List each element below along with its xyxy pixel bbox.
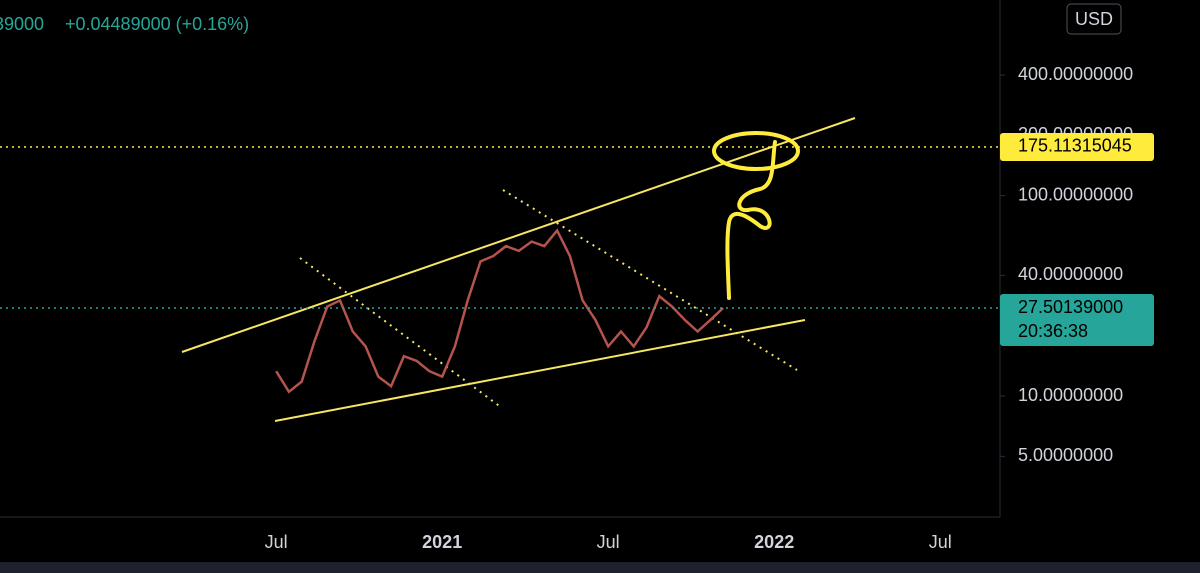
y-tick-label: 400.00000000 [1018, 64, 1133, 84]
dotted-trendline [502, 189, 798, 371]
x-tick-label: 2021 [422, 532, 462, 552]
bottom-bar [0, 562, 1200, 573]
countdown: 20:36:38 [1018, 321, 1088, 341]
currency[interactable]: USD [1075, 9, 1113, 29]
price-label-box [1000, 132, 1154, 161]
header-price: 39000 [0, 14, 44, 34]
y-tick-label: 5.00000000 [1018, 445, 1113, 465]
price-label: 27.50139000 [1018, 297, 1123, 317]
y-tick-label: 1000.00000000 [1018, 0, 1143, 4]
lower-trendline [274, 319, 806, 422]
x-tick-label: Jul [265, 532, 288, 552]
x-tick-label: 2022 [754, 532, 794, 552]
header-change: +0.04489000 (+0.16%) [65, 14, 249, 34]
price-line [275, 228, 724, 394]
x-tick-label: Jul [929, 532, 952, 552]
price-label-box [1000, 294, 1154, 347]
upper-trendline [181, 117, 856, 353]
annotation-arrow [725, 140, 777, 300]
price-label: 175.11315045 [1018, 136, 1132, 156]
currency-box[interactable] [1066, 3, 1122, 35]
y-tick-label: 10.00000000 [1018, 385, 1123, 405]
y-tick-label: 40.00000000 [1018, 264, 1123, 284]
annotation-circle [712, 131, 800, 171]
x-tick-label: Jul [597, 532, 620, 552]
y-tick-label: 100.00000000 [1018, 184, 1133, 204]
